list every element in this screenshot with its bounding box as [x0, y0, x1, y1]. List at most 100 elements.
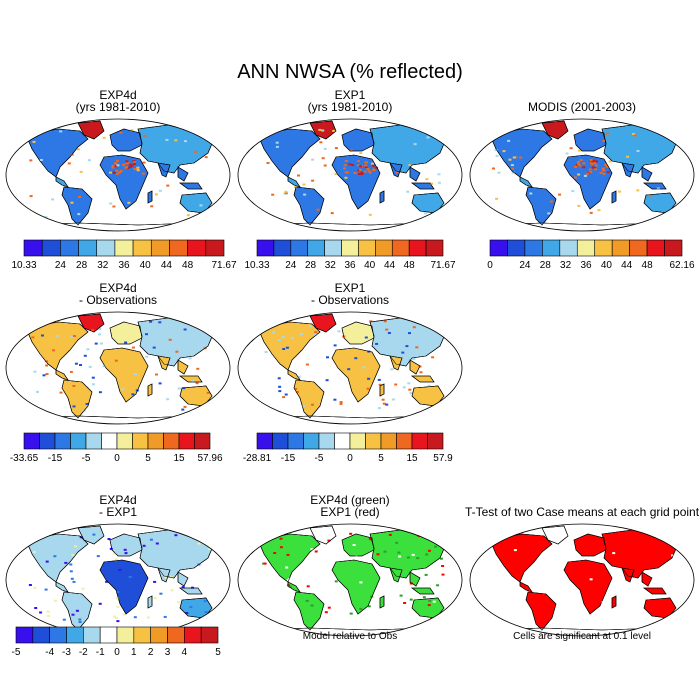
coast-nz: [679, 613, 687, 625]
coast-greenland: [77, 313, 105, 333]
texture-speck: [124, 166, 128, 169]
texture-speck: [366, 167, 370, 170]
texture-speck: [327, 606, 331, 609]
texture-speck: [111, 164, 115, 167]
texture-speck: [583, 174, 587, 177]
texture-speck: [149, 538, 153, 541]
colorbar-swatch: [54, 432, 71, 450]
texture-speck: [34, 607, 38, 609]
colorbar-swatch: [83, 626, 101, 644]
texture-speck: [425, 178, 429, 181]
panel-title-modis: MODIS (2001-2003): [528, 100, 636, 114]
texture-speck: [632, 133, 636, 135]
panel-title-exp4d_exp1: EXP4d: [99, 493, 136, 507]
texture-speck: [398, 555, 402, 558]
texture-speck: [174, 534, 178, 537]
texture-speck: [343, 167, 346, 170]
texture-speck: [177, 387, 181, 390]
texture-speck: [319, 141, 323, 144]
texture-speck: [357, 160, 360, 163]
colorbar-swatch: [150, 239, 170, 257]
texture-speck: [142, 544, 146, 547]
colorbar-swatch: [576, 239, 596, 257]
texture-speck: [115, 169, 119, 172]
texture-speck: [550, 537, 553, 540]
colorbar-swatch: [116, 432, 133, 450]
texture-speck: [78, 618, 82, 621]
texture-speck: [154, 193, 158, 196]
texture-speck: [671, 554, 675, 557]
colorbar-tick: 36: [118, 260, 130, 271]
texture-speck: [72, 385, 76, 387]
texture-speck: [111, 166, 115, 169]
map-panel-exp4d: EXP4d(yrs 1981-2010) 10.33 24 28 32 36 40 44 48 7…: [5, 88, 237, 271]
colorbar-tick: 15: [406, 453, 418, 464]
texture-speck: [147, 616, 150, 619]
texture-speck: [427, 384, 431, 387]
texture-speck: [272, 331, 276, 334]
colorbar-swatch: [391, 239, 410, 257]
colorbar-tick: -15: [48, 453, 63, 464]
map-panel-ttest: T-Test of two Case means at each grid po…: [465, 505, 700, 642]
texture-speck: [362, 366, 366, 369]
map-panel-relative: EXP4d (green)EXP1 (red) Model relative to…: [237, 493, 463, 642]
colorbar-swatch: [287, 432, 304, 450]
texture-speck: [70, 577, 74, 580]
coast-greenland: [77, 120, 105, 140]
texture-speck: [385, 403, 389, 406]
coast-seAsia: [641, 166, 653, 182]
colorbar-swatch: [167, 626, 185, 644]
texture-speck: [183, 328, 187, 331]
texture-speck: [114, 359, 118, 362]
land-nz: [679, 208, 687, 220]
colorbar-tick: 28: [305, 260, 317, 271]
colorbar-swatch: [78, 239, 98, 257]
texture-speck: [91, 376, 95, 379]
texture-speck: [311, 179, 315, 182]
texture-speck: [364, 336, 368, 339]
texture-speck: [367, 605, 371, 608]
colorbar-swatch: [150, 626, 168, 644]
texture-speck: [395, 334, 399, 337]
texture-speck: [72, 580, 76, 583]
texture-speck: [339, 401, 343, 404]
texture-speck: [311, 403, 314, 406]
texture-speck: [508, 158, 512, 161]
texture-speck: [141, 330, 144, 333]
texture-speck: [502, 150, 506, 153]
texture-speck: [275, 141, 279, 144]
texture-speck: [354, 555, 358, 558]
colorbar-swatch: [559, 239, 578, 257]
texture-speck: [53, 555, 57, 558]
texture-speck: [145, 355, 149, 358]
texture-speck: [92, 533, 96, 536]
texture-speck: [529, 192, 533, 195]
texture-speck: [334, 147, 338, 150]
colorbar-swatch: [507, 239, 526, 257]
texture-speck: [622, 606, 626, 609]
texture-speck: [369, 320, 373, 323]
colorbar-exp4d_exp1: -5 -4 -3 -2 -1 0 1 2 3 4 5: [12, 626, 221, 658]
texture-speck: [174, 139, 178, 142]
colorbar-tick: 32: [325, 260, 337, 271]
panel-title-exp1_obs: - Observations: [311, 293, 389, 307]
caption-relative: Model relative to Obs: [303, 631, 398, 642]
coast-africa: [563, 559, 613, 615]
colorbar-swatch: [23, 239, 43, 257]
texture-speck: [443, 570, 447, 573]
texture-speck: [359, 581, 363, 584]
texture-speck: [354, 357, 358, 360]
colorbar-tick: 48: [182, 260, 194, 271]
texture-speck: [109, 171, 113, 174]
texture-speck: [395, 541, 399, 544]
texture-speck: [359, 607, 363, 610]
colorbar-swatch: [194, 432, 211, 450]
texture-speck: [87, 159, 91, 162]
colorbar-swatch: [96, 239, 116, 257]
texture-speck: [155, 373, 158, 376]
colorbar-tick: 40: [601, 260, 613, 271]
texture-speck: [286, 553, 290, 556]
texture-speck: [128, 163, 132, 166]
texture-speck: [571, 190, 575, 193]
texture-speck: [188, 357, 192, 360]
